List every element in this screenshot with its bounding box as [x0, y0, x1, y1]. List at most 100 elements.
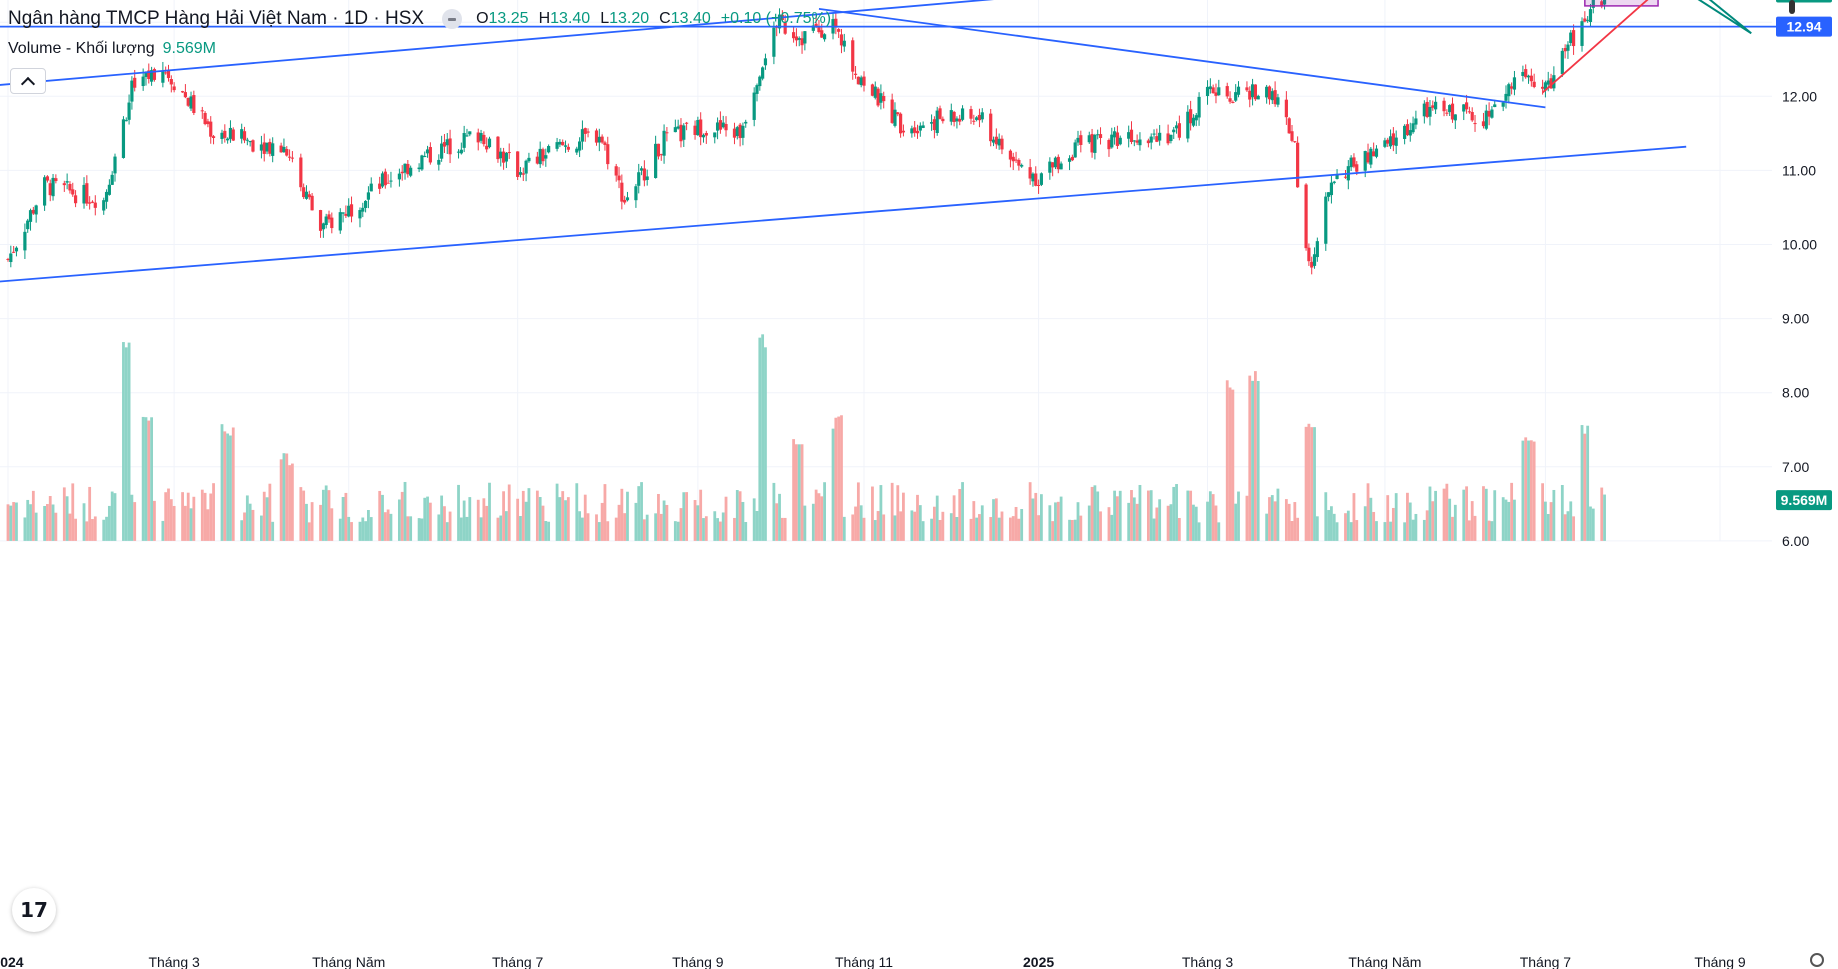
volume-bar [1054, 502, 1057, 541]
volume-bar [1186, 490, 1190, 541]
volume-bar [1462, 489, 1466, 541]
volume-bar [1273, 501, 1277, 541]
candle-body [915, 130, 920, 134]
candle-body [721, 122, 725, 128]
volume-bar [952, 495, 956, 541]
candle-body [1197, 96, 1201, 118]
volume-bar [488, 482, 491, 541]
candle-body [1205, 86, 1210, 97]
volume-bar [893, 515, 897, 541]
candle-body [1583, 18, 1587, 22]
candle-body [606, 144, 610, 165]
candle-body [949, 110, 953, 122]
candle-body [400, 171, 404, 174]
candle-body [735, 127, 739, 137]
candle-body [1501, 102, 1505, 107]
candle-body [1428, 106, 1432, 117]
time-tick-label: 2025 [1023, 954, 1054, 969]
candle-body [287, 156, 292, 158]
volume-bar [200, 489, 204, 541]
candle-body [958, 118, 962, 122]
candle-body [1096, 134, 1100, 136]
volume-legend[interactable]: Volume - Khối lượng 9.569M [8, 40, 216, 58]
volume-bar [524, 501, 528, 541]
tradingview-logo-icon[interactable]: 17 [12, 888, 56, 932]
candle-body [501, 151, 506, 163]
candle-body [1425, 101, 1429, 118]
candle-body [929, 122, 934, 124]
candle-body [161, 70, 165, 83]
candle-body [1152, 133, 1156, 135]
volume-bar [859, 505, 863, 541]
volume-bar [586, 513, 590, 541]
volume-bar [240, 520, 244, 541]
candle-body [459, 149, 463, 154]
candle-body [1127, 132, 1131, 139]
candle-body [955, 118, 959, 122]
volume-bar [1434, 490, 1438, 541]
candle-body [51, 177, 55, 197]
volume-bar [1048, 505, 1052, 541]
volume-bar [871, 486, 874, 541]
candle-body [23, 231, 27, 251]
volume-bar [172, 505, 176, 541]
candle-body [890, 99, 894, 123]
candle-body [423, 156, 427, 158]
candle-body [803, 31, 807, 44]
candle-body [1383, 140, 1387, 147]
volume-bar [426, 496, 429, 541]
lower-channel-line [0, 145, 1687, 283]
volume-bar [755, 510, 759, 541]
candle-body [1228, 98, 1232, 102]
gear-icon[interactable] [1810, 953, 1824, 967]
volume-bar [1253, 371, 1257, 541]
collapse-legend-button[interactable] [10, 68, 46, 94]
volume-bar [958, 488, 962, 541]
volume-bar [1116, 496, 1119, 541]
candle-body [991, 139, 996, 143]
volume-bar [932, 506, 936, 541]
volume-bar [817, 493, 821, 541]
candle-body [1470, 112, 1474, 121]
candle-body [541, 149, 545, 162]
time-tick-label: 2024 [0, 954, 24, 969]
chevron-up-icon [20, 76, 36, 91]
candle-body [837, 29, 841, 32]
candle-body [1073, 142, 1077, 158]
candle-body [251, 140, 255, 152]
candle-body [1388, 136, 1393, 147]
candle-body [1394, 137, 1398, 146]
candle-body [814, 23, 818, 28]
candle-body [699, 119, 703, 138]
candle-body [1208, 86, 1212, 90]
volume-bar [1020, 509, 1024, 541]
price-scale-handle[interactable] [1789, 0, 1795, 14]
candle-body [1256, 95, 1260, 100]
volume-bar [645, 514, 649, 541]
volume-bar [127, 342, 131, 541]
candle-body [88, 202, 92, 204]
candle-body [1048, 161, 1052, 173]
volume-bar [1017, 518, 1021, 541]
volume-bar [741, 501, 745, 541]
volume-bar [1600, 487, 1604, 541]
volume-bar [1158, 499, 1162, 541]
candle-body [1166, 133, 1170, 144]
volume-bar [1546, 514, 1550, 541]
volume-bar [423, 497, 427, 541]
volume-bar [457, 484, 460, 541]
volume-bar [1544, 501, 1547, 541]
symbol-title[interactable]: Ngân hàng TMCP Hàng Hải Việt Nam · 1D · … [8, 8, 425, 29]
volume-bar [1422, 519, 1426, 541]
volume-bar [1276, 488, 1280, 541]
candle-body [1349, 157, 1353, 168]
hide-eye-icon[interactable] [442, 9, 463, 29]
volume-bar [840, 415, 843, 541]
candle-body [1521, 72, 1525, 76]
volume-bar [1028, 482, 1032, 541]
candle-body [656, 143, 661, 157]
candle-body [1450, 103, 1455, 120]
volume-bar [834, 417, 838, 541]
volume-bar [1465, 486, 1468, 541]
